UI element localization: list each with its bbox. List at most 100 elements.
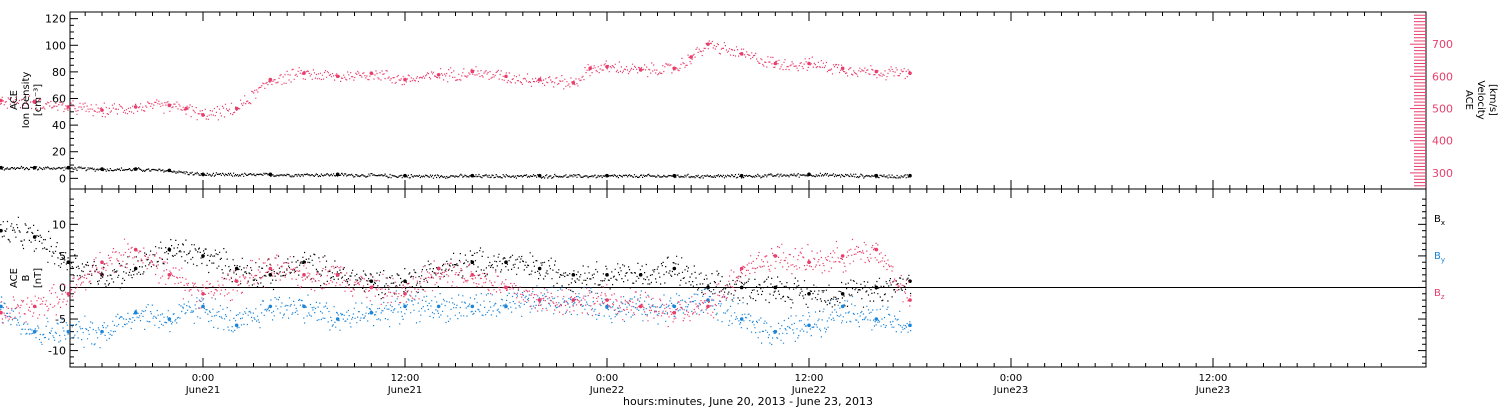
bottom-series-y-point xyxy=(874,317,879,321)
bottom-series-x-point xyxy=(571,273,576,277)
bottom-series-y-point xyxy=(807,323,811,328)
bottom-series-z-point xyxy=(908,298,912,302)
legend-bx: Bx xyxy=(1434,214,1445,227)
x-tick-date-5: June23 xyxy=(1195,385,1231,396)
bottom-series-z-point xyxy=(840,254,845,258)
bottom-series-x-point xyxy=(773,285,778,290)
top-series-1-point xyxy=(537,77,542,82)
top-y2-tick-label-300: 300 xyxy=(1432,167,1453,180)
top-series-1-point xyxy=(184,106,188,111)
bottom-series-x-point xyxy=(537,266,542,271)
top-ylabel-line2: Ion Density xyxy=(21,72,32,129)
bottom-series-y-point xyxy=(234,323,239,328)
bottom-series-y-point xyxy=(908,323,912,328)
bottom-series-x-point xyxy=(32,235,37,239)
x-axis: 0:00June2112:00June210:00June2212:00June… xyxy=(84,12,1382,396)
bottom-y-tick-label--5: -5 xyxy=(55,313,66,326)
bottom-series-z-cloud xyxy=(0,238,912,328)
x-tick-date-0: June21 xyxy=(185,385,221,396)
bottom-series-y-point xyxy=(201,304,205,309)
legend-bz: Bz xyxy=(1434,288,1445,301)
bottom-series-x-point xyxy=(739,285,744,290)
top-y2label-line2: Velocity xyxy=(1475,80,1486,119)
bottom-series-z-point xyxy=(436,266,441,271)
top-y2-tick-label-600: 600 xyxy=(1432,70,1453,83)
bottom-y-tick-label--10: -10 xyxy=(48,345,66,358)
top-series-0 xyxy=(0,165,912,179)
top-panel: 0 20 40 60 80 100 120 300 400 500 600 700 ACE Ion … xyxy=(0,11,1498,190)
bottom-ylabel-line1: ACE xyxy=(9,268,20,288)
top-series-1-point xyxy=(32,100,37,104)
bottom-ylabel-line2: B xyxy=(21,274,32,281)
bottom-series-z-point xyxy=(66,291,71,296)
bottom-series-z-point xyxy=(403,291,407,296)
top-series-1-point xyxy=(638,68,643,72)
bottom-series-z-point xyxy=(605,298,609,302)
bottom-series-z-point xyxy=(268,266,273,271)
bottom-series-y-point xyxy=(470,304,475,309)
bottom-series-x-point xyxy=(369,279,374,283)
bottom-series-z-point xyxy=(706,304,710,309)
bottom-panel-frame xyxy=(69,188,1427,368)
top-series-1-point xyxy=(588,66,592,71)
bottom-series-y-point xyxy=(840,304,845,309)
bottom-series-y-point xyxy=(706,298,710,302)
top-ylabel-line3: [cm⁻³] xyxy=(33,84,44,116)
bottom-series-z-point xyxy=(807,260,811,265)
bottom-series-x-cloud xyxy=(0,216,912,312)
top-series-1-point xyxy=(0,98,3,103)
bottom-series-z-point xyxy=(167,273,172,277)
top-y-tick-label-120: 120 xyxy=(45,13,66,26)
top-y-tick-label-0: 0 xyxy=(59,172,66,185)
bottom-series-y-point xyxy=(403,304,407,309)
top-series-1-point xyxy=(268,77,273,82)
top-y-tick-label-20: 20 xyxy=(52,146,66,159)
bottom-series-z-point xyxy=(638,304,643,309)
top-y-axis-ticks: 0 20 40 60 80 100 120 xyxy=(45,13,78,185)
bottom-y-tick-label-5: 5 xyxy=(59,250,66,263)
top-y2-tick-label-700: 700 xyxy=(1432,38,1453,51)
bottom-y-tick-label-0: 0 xyxy=(59,281,66,294)
bottom-series-y-point xyxy=(672,304,677,309)
bottom-series-y-point xyxy=(739,317,744,321)
bottom-y-tick-label-10: 10 xyxy=(52,218,66,231)
bottom-series-z-point xyxy=(874,247,879,252)
bottom-series-x-point xyxy=(133,266,138,271)
bottom-panel: -10 -5 0 5 10 Bx By Bz ACE B [nT] xyxy=(0,188,1445,368)
legend-by: By xyxy=(1434,251,1445,264)
bottom-series-x-point xyxy=(470,260,475,265)
bottom-series-x-point xyxy=(201,254,205,258)
bottom-series-z-point xyxy=(335,273,340,277)
top-y-tick-label-80: 80 xyxy=(52,66,66,79)
x-axis-label: hours:minutes, June 20, 2013 - June 23, … xyxy=(623,395,873,408)
bottom-series-By xyxy=(0,285,912,349)
top-series-1-point xyxy=(302,71,306,75)
top-series-1-point xyxy=(689,55,693,59)
x-tick-time-1: 12:00 xyxy=(391,373,420,384)
bottom-series-y-point xyxy=(369,310,374,315)
top-y2-tick-label-500: 500 xyxy=(1432,103,1453,116)
bottom-series-y-point xyxy=(0,304,3,309)
bottom-series-z-point xyxy=(470,273,475,277)
bottom-series-x-point xyxy=(874,285,879,290)
top-series-1-point xyxy=(436,72,441,77)
top-series-0-cloud xyxy=(0,165,911,179)
bottom-series-y-point xyxy=(335,317,340,321)
top-series-1 xyxy=(0,40,912,121)
top-y-tick-label-60: 60 xyxy=(52,93,66,106)
bottom-series-z-point xyxy=(201,291,205,296)
bottom-series-z-point xyxy=(739,266,744,271)
bottom-ylabel-line3: [nT] xyxy=(33,268,44,288)
top-y2-tick-label-400: 400 xyxy=(1432,135,1453,148)
bottom-series-y-point xyxy=(133,310,138,315)
top-y2-axis-ticks: 300 400 500 600 700 xyxy=(1410,14,1453,187)
bottom-series-y-point xyxy=(436,304,441,309)
bottom-series-x-point xyxy=(167,247,172,252)
bottom-series-Bz xyxy=(0,238,912,328)
x-tick-date-3: June22 xyxy=(791,385,827,396)
top-series-1-point xyxy=(773,61,778,66)
x-tick-date-2: June22 xyxy=(589,385,625,396)
bottom-series-Bx xyxy=(0,216,912,312)
bottom-series-z-point xyxy=(571,298,576,302)
